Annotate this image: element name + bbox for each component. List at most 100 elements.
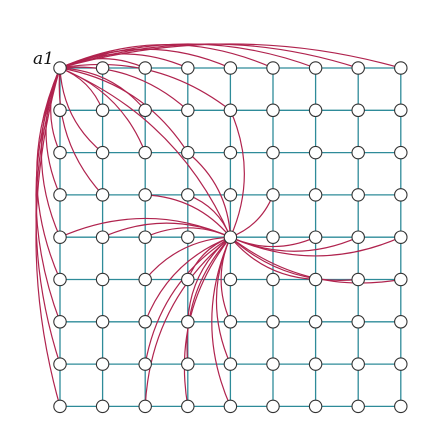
- long-range-edges: [35, 43, 402, 407]
- grid-node: [394, 145, 408, 160]
- grid-node: [266, 315, 280, 329]
- grid-node: [266, 103, 280, 118]
- grid-node: [138, 357, 152, 371]
- long-edge-a1: [59, 67, 104, 111]
- long-edge-center: [144, 236, 231, 365]
- grid-node: [223, 357, 238, 371]
- grid-node: [351, 399, 365, 414]
- grid-node: [351, 315, 365, 329]
- grid-node: [53, 357, 67, 371]
- long-edge-center: [229, 236, 316, 281]
- grid-node: [138, 61, 152, 75]
- grid-node: [181, 103, 195, 118]
- grid-node: [266, 399, 280, 414]
- grid-node: [53, 399, 67, 414]
- grid-node: [351, 272, 365, 287]
- grid-node: [181, 357, 195, 371]
- grid-nodes: [53, 61, 408, 414]
- grid-node: [266, 61, 280, 75]
- long-edge-center: [229, 236, 359, 281]
- grid-node: [53, 230, 67, 244]
- grid-node: [266, 145, 280, 160]
- grid-node: [95, 230, 110, 244]
- grid-node: [138, 230, 152, 244]
- grid-node: [351, 145, 365, 160]
- grid-node: [394, 103, 408, 118]
- grid-node: [223, 61, 238, 75]
- node-label-a1: a1: [33, 49, 54, 69]
- grid-node: [308, 272, 323, 287]
- grid-node: [351, 357, 365, 371]
- grid-node: [351, 61, 365, 75]
- long-edge-a1: [59, 66, 189, 111]
- grid-node: [138, 399, 152, 414]
- long-edge-a1: [59, 67, 103, 154]
- grid-node: [95, 145, 110, 160]
- grid-node: [181, 230, 195, 244]
- long-edge-center: [144, 236, 231, 407]
- long-edge-center: [230, 194, 274, 238]
- grid-node: [181, 272, 195, 287]
- grid-node: [138, 272, 152, 287]
- long-edge-center: [230, 236, 402, 257]
- grid-node: [266, 188, 280, 202]
- grid-node: [223, 188, 238, 202]
- grid-node: [95, 188, 110, 202]
- grid-node: [95, 61, 110, 75]
- hub-node: [53, 61, 67, 75]
- grid-node: [351, 230, 365, 244]
- grid-node: [181, 315, 195, 329]
- grid-node: [394, 399, 408, 414]
- grid-node: [138, 188, 152, 202]
- grid-node: [138, 315, 152, 329]
- long-edge-a1: [58, 67, 104, 196]
- grid-node: [223, 399, 238, 414]
- long-edge-center: [144, 236, 231, 280]
- grid-node: [223, 103, 238, 118]
- grid-node: [223, 145, 238, 160]
- long-edge-a1: [35, 67, 61, 407]
- long-edge-center: [144, 227, 231, 238]
- grid-node: [308, 230, 323, 244]
- grid-node: [394, 188, 408, 202]
- grid-node: [181, 188, 195, 202]
- grid-node: [53, 315, 67, 329]
- grid-node: [308, 103, 323, 118]
- grid-node: [308, 399, 323, 414]
- grid-node: [266, 357, 280, 371]
- long-edge-a1: [59, 67, 231, 238]
- grid-node: [53, 103, 67, 118]
- grid-node: [308, 145, 323, 160]
- grid-node: [351, 188, 365, 202]
- grid-node: [53, 272, 67, 287]
- grid-node: [223, 315, 238, 329]
- grid-node: [308, 188, 323, 202]
- long-edge-center: [187, 152, 231, 238]
- grid-node: [95, 315, 110, 329]
- grid-node: [223, 272, 238, 287]
- hub-node: [223, 230, 238, 244]
- grid-node: [308, 357, 323, 371]
- grid-node: [95, 357, 110, 371]
- long-edge-a1: [59, 67, 146, 111]
- grid-node: [394, 230, 408, 244]
- grid-node: [266, 230, 280, 244]
- grid-node: [308, 61, 323, 75]
- grid-node: [308, 315, 323, 329]
- long-edge-a1: [59, 43, 401, 69]
- long-edge-center: [229, 110, 245, 238]
- grid-node: [394, 357, 408, 371]
- long-edge-center: [186, 236, 231, 365]
- grid-node: [53, 145, 67, 160]
- long-edge-center: [145, 194, 231, 238]
- grid-node: [138, 103, 152, 118]
- grid-node: [95, 272, 110, 287]
- grid-node: [53, 188, 67, 202]
- grid-node: [138, 145, 152, 160]
- grid-node: [394, 61, 408, 75]
- long-edge-a1: [59, 67, 189, 153]
- long-edge-center: [144, 236, 231, 323]
- grid-node: [95, 103, 110, 118]
- grid-edges: [59, 67, 402, 408]
